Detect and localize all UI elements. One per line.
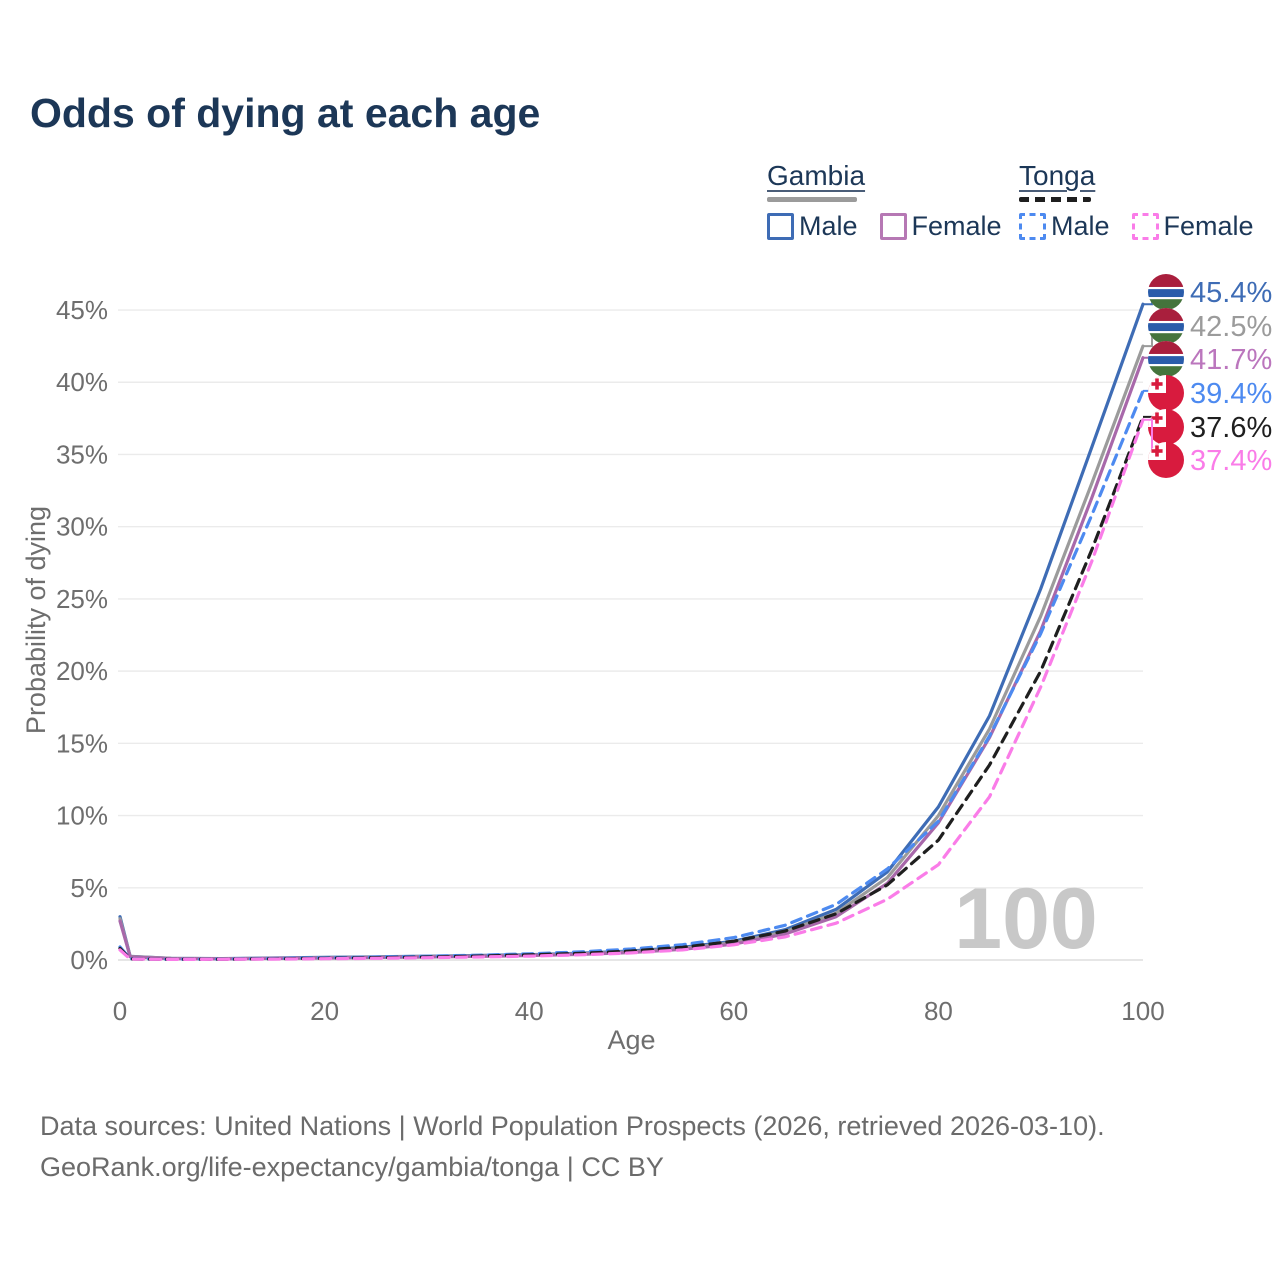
y-tick-label: 40% [56, 367, 108, 397]
y-tick-label: 20% [56, 656, 108, 686]
end-value-label-gambia-male[interactable]: 45.4% [1190, 277, 1272, 309]
y-tick-label: 10% [56, 801, 108, 831]
end-value-label-tonga-female[interactable]: 37.4% [1190, 445, 1272, 477]
y-axis-title: Probability of dying [21, 506, 51, 734]
gambia-flag-icon [1148, 308, 1184, 344]
y-tick-label: 30% [56, 512, 108, 542]
legend-country-gambia[interactable]: Gambia [767, 160, 866, 191]
gambia-flag-icon [1148, 341, 1184, 377]
footer-attribution-line: GeoRank.org/life-expectancy/gambia/tonga… [40, 1152, 664, 1182]
series-line-gambia-total[interactable] [118, 344, 1145, 961]
legend-group-tonga: Tonga Male Female [1019, 160, 1254, 242]
tonga-flag-icon [1148, 442, 1184, 478]
end-value-label-gambia-female[interactable]: 41.7% [1190, 344, 1272, 376]
legend-item-gambia-male[interactable]: Male [767, 211, 858, 242]
legend-linestyle-gambia [767, 197, 857, 202]
series-line-gambia-male[interactable] [118, 302, 1145, 961]
x-tick-label: 40 [515, 996, 544, 1026]
tonga-flag-icon [1148, 375, 1184, 411]
legend-label-tonga-female: Female [1163, 211, 1254, 241]
series-line-tonga-female[interactable] [118, 418, 1145, 961]
y-tick-label: 0% [70, 945, 108, 975]
end-value-label-tonga-male[interactable]: 39.4% [1190, 378, 1272, 410]
tonga-female-swatch-icon [1131, 213, 1159, 240]
gambia-flag-icon [1148, 274, 1184, 310]
y-tick-label: 45% [56, 295, 108, 325]
tonga-male-swatch-icon [1019, 213, 1046, 240]
legend-label-gambia-female: Female [911, 211, 1002, 241]
y-tick-label: 35% [56, 439, 108, 469]
x-tick-label: 0 [113, 996, 127, 1026]
x-tick-label: 80 [924, 996, 953, 1026]
x-tick-label: 100 [1121, 996, 1164, 1026]
y-tick-label: 25% [56, 584, 108, 614]
x-axis-title: Age [607, 1025, 655, 1055]
x-tick-label: 20 [310, 996, 339, 1026]
watermark-age-100: 100 [954, 871, 1098, 967]
series-line-tonga-male[interactable] [118, 389, 1145, 961]
x-tick-label: 60 [719, 996, 748, 1026]
y-tick-label: 15% [56, 728, 108, 758]
legend-item-gambia-female[interactable]: Female [879, 211, 1002, 242]
page-title: Odds of dying at each age [30, 90, 541, 136]
legend-group-gambia: Gambia Male Female [767, 160, 1002, 242]
tonga-flag-icon [1148, 409, 1184, 445]
end-value-label-tonga-total[interactable]: 37.6% [1190, 412, 1272, 444]
y-tick-label: 5% [70, 873, 108, 903]
gambia-male-swatch-icon [767, 213, 794, 240]
legend-country-tonga[interactable]: Tonga [1019, 160, 1096, 191]
footer-sources-line: Data sources: United Nations | World Pop… [40, 1111, 1105, 1141]
end-value-label-gambia-total[interactable]: 42.5% [1190, 311, 1272, 343]
series-line-gambia-female[interactable] [118, 356, 1145, 961]
legend-linestyle-tonga [1019, 197, 1091, 202]
data-source-footer: Data sources: United Nations | World Pop… [40, 1106, 1220, 1188]
legend-item-tonga-male[interactable]: Male [1019, 211, 1110, 242]
legend-label-tonga-male: Male [1051, 211, 1110, 241]
gambia-female-swatch-icon [879, 213, 907, 240]
chart-legend: Gambia Male Female Tonga Male [0, 160, 1280, 250]
legend-item-tonga-female[interactable]: Female [1131, 211, 1254, 242]
legend-label-gambia-male: Male [799, 211, 858, 241]
